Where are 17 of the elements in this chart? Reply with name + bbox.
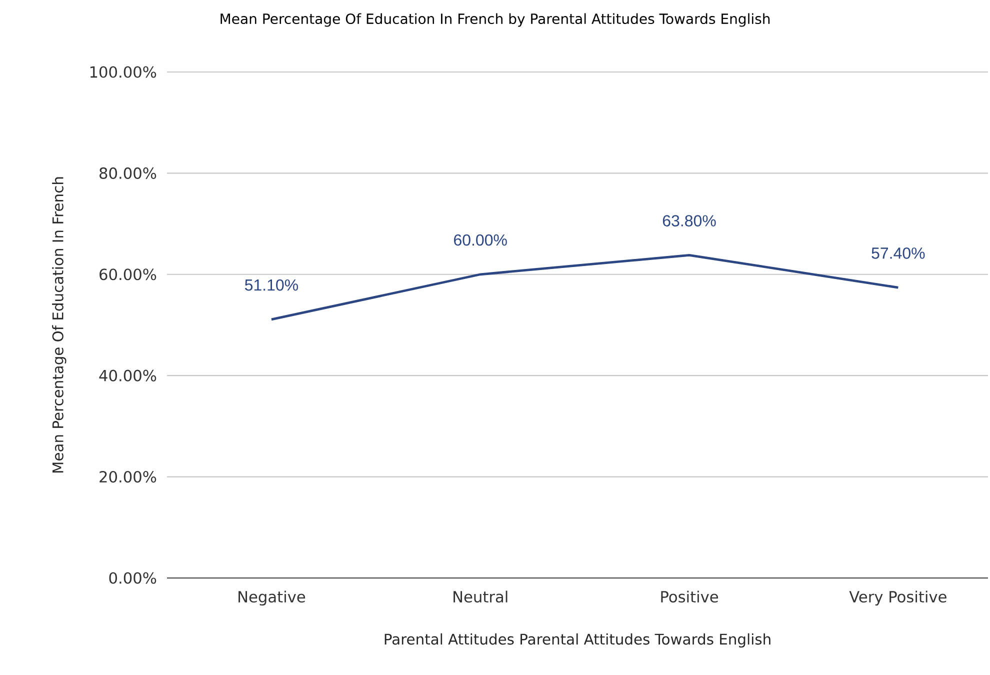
data-label: 51.10%: [244, 279, 298, 291]
y-tick-label: 60.00%: [100, 268, 156, 280]
data-label: 60.00%: [454, 234, 507, 246]
data-label: 57.40%: [872, 248, 925, 259]
x-tick-label: Negative: [238, 590, 306, 606]
y-tick-label: 20.00%: [100, 470, 156, 483]
x-tick-label: Positive: [661, 590, 718, 603]
y-tick-label: 100.00%: [90, 66, 156, 78]
y-tick-label: 0.00%: [109, 572, 156, 584]
y-axis-title: Mean Percentage Of Education In French: [52, 177, 66, 472]
y-tick-label: 80.00%: [100, 167, 156, 179]
data-label: 63.80%: [662, 215, 716, 226]
chart-title: Mean Percentage Of Education In French by Parental Attitudes Towards English: [220, 13, 770, 27]
x-tick-label: Very Positive: [849, 590, 946, 606]
y-tick-label: 40.00%: [99, 370, 156, 382]
x-tick-label: Neutral: [454, 590, 508, 603]
x-axis-title: Parental Attitudes Parental Attitudes Towards English: [384, 633, 770, 648]
